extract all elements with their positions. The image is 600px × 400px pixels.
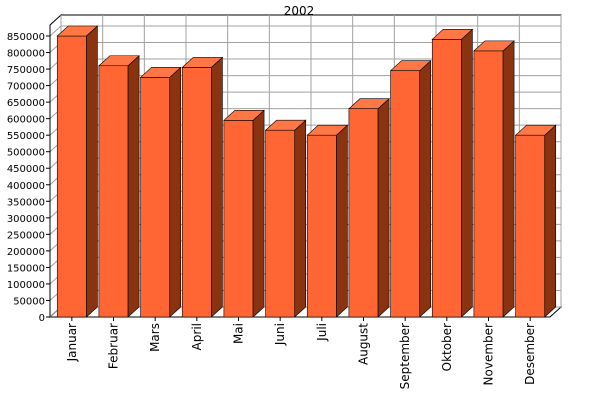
bar-side [377, 98, 390, 318]
bar [348, 98, 390, 318]
bar [431, 28, 474, 318]
y-tick-label: 550000 [7, 131, 45, 142]
y-tick-label: 800000 [7, 49, 45, 60]
bar-side [336, 124, 348, 318]
bar-top [514, 124, 557, 136]
bar-front [473, 50, 504, 318]
bar-front [181, 67, 212, 318]
bar-side [419, 60, 432, 318]
x-tick-label: Januar [65, 323, 79, 362]
bar-top [139, 67, 182, 78]
bar-front [306, 134, 337, 318]
y-tick-label: 750000 [7, 65, 45, 76]
y-tick-label: 200000 [7, 247, 45, 258]
bar [98, 55, 140, 318]
x-tick-label: Februar [107, 323, 121, 369]
y-tick-label: 50000 [13, 296, 45, 307]
bar [181, 56, 224, 318]
bar-top [264, 119, 307, 131]
y-tick-label: 250000 [7, 230, 45, 241]
bar-side [86, 25, 98, 318]
x-tick-label: November [482, 323, 496, 385]
y-tick-label: 150000 [7, 263, 45, 274]
bar-side [502, 40, 515, 318]
bar-top [348, 98, 390, 110]
bar-front [515, 134, 546, 318]
bar-side [544, 124, 557, 318]
x-tick-label: Juni [273, 323, 287, 346]
y-tick-label: 850000 [7, 32, 45, 43]
bar-front [98, 65, 129, 318]
bar [514, 124, 557, 318]
bar-top [181, 57, 224, 68]
bar-top [431, 29, 474, 40]
y-tick-label: 350000 [7, 197, 45, 208]
bar-side [211, 56, 223, 318]
bar [139, 66, 182, 318]
bar [223, 109, 265, 318]
bar-front [56, 35, 87, 318]
bar-front [265, 129, 296, 318]
bar-top [389, 60, 432, 72]
x-tick-label: Juli [315, 323, 329, 342]
x-tick-label: August [357, 323, 371, 365]
x-tick-label: Oktober [440, 323, 454, 371]
bar-top [223, 110, 265, 121]
x-tick-label: Desember [523, 323, 537, 385]
bar-side [252, 109, 265, 318]
x-tick-label: Mars [148, 323, 162, 352]
bar-side [127, 55, 140, 318]
y-tick-label: 450000 [7, 164, 45, 175]
y-tick-label: 300000 [7, 214, 45, 225]
bar-top [473, 40, 515, 52]
bar-side [294, 119, 307, 318]
bar [264, 119, 307, 318]
bar [56, 25, 99, 318]
x-tick-label: Mai [232, 323, 246, 344]
bar-top [306, 124, 349, 136]
bar [306, 124, 349, 318]
bar-top [98, 55, 140, 67]
y-tick-label: 0 [39, 313, 45, 324]
bar [389, 60, 432, 318]
y-tick-label: 400000 [7, 181, 45, 192]
x-axis-labels: Januar Februar Mars April Mai Juni Juli August S… [65, 317, 537, 389]
y-tick-label: 650000 [7, 98, 45, 109]
y-tick-label: 100000 [7, 280, 45, 291]
bar-front [140, 77, 171, 318]
bar-side [461, 28, 473, 318]
x-tick-label: September [398, 323, 412, 389]
y-axis-ticks: 0 50000 100000 150000 200000 250000 300000 3500… [7, 25, 51, 324]
bar-front [348, 108, 379, 318]
bars [56, 25, 557, 318]
bar-front [390, 70, 421, 318]
y-tick-label: 500000 [7, 148, 45, 159]
y-tick-label: 700000 [7, 82, 45, 93]
bar-front [431, 39, 462, 318]
y-tick-label: 600000 [7, 115, 45, 126]
bar [473, 40, 515, 318]
x-tick-label: April [190, 323, 204, 350]
bar-top [56, 25, 99, 37]
bar-side [169, 66, 182, 318]
bar-front [223, 120, 254, 318]
